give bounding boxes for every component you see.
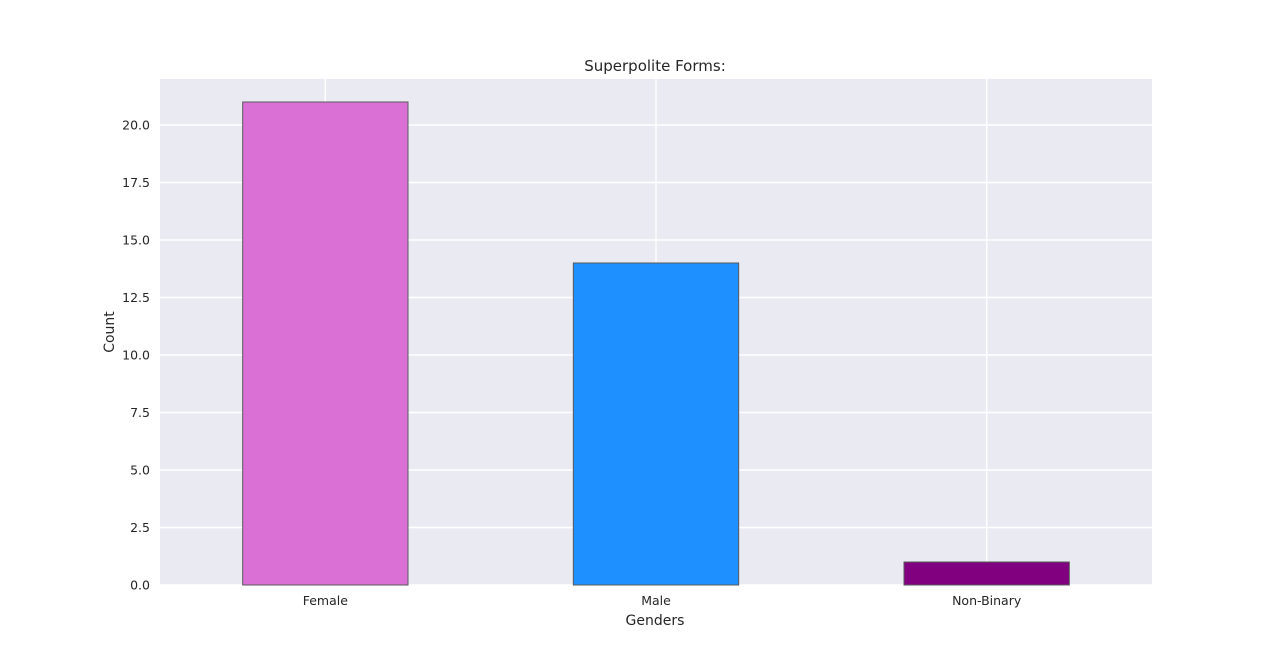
y-tick-label: 12.5 [122, 290, 150, 305]
y-tick-label: 20.0 [122, 118, 150, 133]
y-tick-label: 2.5 [130, 520, 150, 535]
x-tick-labels: Female Male Non-Binary [303, 593, 1022, 608]
y-tick-labels: 0.0 2.5 5.0 7.5 10.0 12.5 15.0 17.5 20.0 [122, 118, 150, 593]
bar-female [242, 101, 409, 586]
y-axis-label: Count [102, 311, 118, 353]
y-tick-label: 0.0 [130, 578, 150, 593]
x-axis-label: Genders [626, 613, 685, 629]
x-tick-label: Non-Binary [952, 593, 1022, 608]
y-tick-label: 10.0 [122, 348, 150, 363]
y-tick-label: 7.5 [130, 405, 150, 420]
y-tick-label: 15.0 [122, 233, 150, 248]
bar-non-binary [903, 561, 1070, 586]
x-tick-label: Male [641, 593, 671, 608]
x-tick-label: Female [303, 593, 349, 608]
chart-title: Superpolite Forms: [584, 57, 726, 75]
bar-male [572, 262, 740, 586]
y-tick-label: 17.5 [122, 175, 150, 190]
y-tick-label: 5.0 [130, 463, 150, 478]
bars [242, 101, 1070, 586]
